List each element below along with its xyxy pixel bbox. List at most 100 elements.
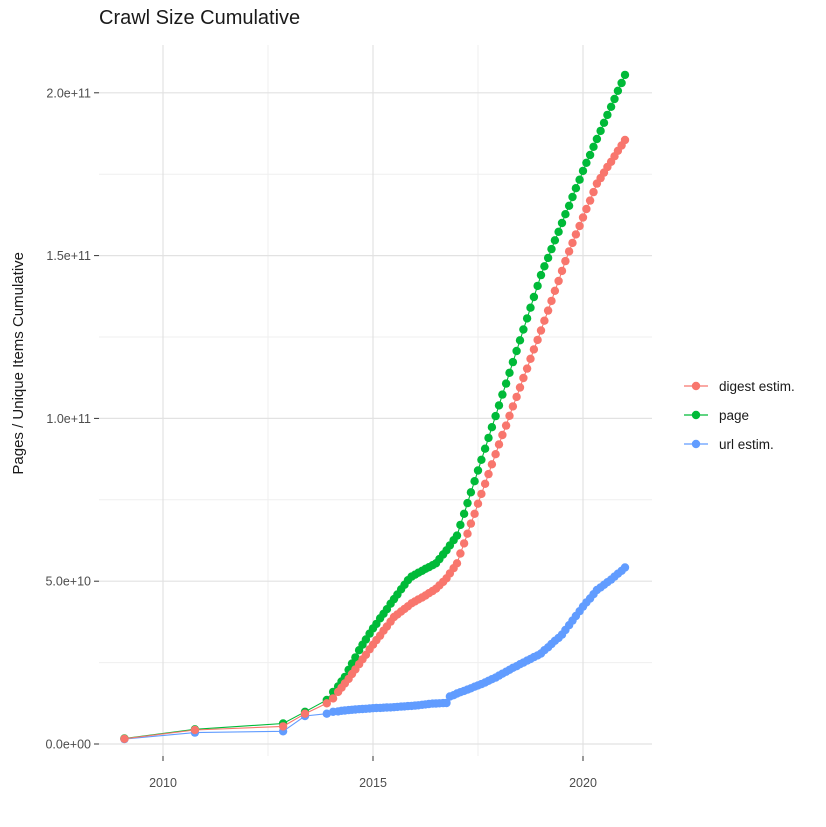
- data-point: [466, 519, 476, 528]
- data-point: [278, 722, 288, 731]
- data-point: [494, 440, 504, 449]
- data-point: [543, 306, 553, 315]
- data-point: [526, 303, 535, 312]
- data-point: [459, 539, 469, 548]
- data-point: [328, 694, 338, 703]
- data-point: [585, 196, 595, 205]
- legend-item-page: page: [683, 407, 795, 423]
- data-point: [515, 383, 525, 392]
- data-point: [190, 725, 200, 735]
- data-point: [599, 118, 609, 128]
- legend-label: page: [719, 407, 750, 423]
- data-point: [550, 236, 560, 245]
- x-tick-label: 2015: [359, 776, 387, 790]
- data-point: [547, 296, 556, 306]
- data-point: [522, 314, 532, 323]
- data-point: [561, 256, 570, 266]
- data-point: [606, 102, 616, 112]
- data-point: [536, 270, 546, 280]
- data-point: [617, 78, 626, 88]
- data-point: [501, 421, 511, 430]
- data-point: [452, 531, 462, 540]
- data-point: [529, 292, 539, 302]
- data-point: [554, 227, 563, 236]
- data-point: [120, 734, 129, 743]
- data-point: [487, 460, 497, 469]
- data-point: [456, 549, 465, 558]
- chart-title: Crawl Size Cumulative: [99, 7, 301, 29]
- data-point: [351, 653, 360, 662]
- data-point: [533, 335, 542, 345]
- data-point: [480, 479, 490, 488]
- data-point: [519, 373, 528, 383]
- data-point: [540, 316, 549, 325]
- data-point: [568, 238, 577, 248]
- data-point: [620, 563, 630, 572]
- y-tick-label: 1.0e+11: [46, 412, 91, 426]
- data-point: [512, 392, 521, 402]
- legend: digest estim. page url estim.: [683, 378, 795, 465]
- data-point: [536, 326, 546, 335]
- data-point: [484, 433, 493, 443]
- data-point: [494, 401, 504, 410]
- data-point: [487, 423, 497, 432]
- legend-key-icon: [684, 410, 708, 420]
- data-point: [522, 364, 532, 373]
- legend-item-url-estim: url estim.: [683, 436, 795, 452]
- data-point: [575, 175, 584, 184]
- data-point: [564, 247, 574, 256]
- data-point: [529, 345, 539, 354]
- legend-item-digest-estim: digest estim.: [683, 378, 795, 394]
- x-tick-label: 2020: [569, 776, 597, 790]
- legend-key-icon: [684, 439, 708, 449]
- data-point: [459, 509, 469, 518]
- data-point: [322, 709, 331, 718]
- data-point: [554, 276, 563, 286]
- data-point: [498, 430, 507, 440]
- data-point: [505, 411, 514, 420]
- data-point: [473, 499, 483, 508]
- data-point: [480, 444, 490, 453]
- data-point: [442, 698, 451, 708]
- data-point: [589, 142, 598, 151]
- series-line: [124, 567, 626, 740]
- data-point: [610, 94, 619, 104]
- data-point: [512, 346, 521, 356]
- data-point: [564, 201, 574, 210]
- data-point: [571, 184, 581, 193]
- data-point: [582, 204, 591, 214]
- data-point: [452, 559, 462, 568]
- data-point: [571, 230, 581, 239]
- data-point: [596, 126, 605, 136]
- data-point: [526, 354, 535, 363]
- x-tick-label: 2010: [149, 776, 177, 790]
- data-point: [557, 218, 567, 228]
- data-point: [533, 281, 542, 291]
- data-point: [501, 379, 511, 388]
- y-tick-label: 2.0e+11: [46, 86, 91, 100]
- data-point: [484, 469, 493, 479]
- series-url-estim: [120, 563, 630, 744]
- data-point: [603, 110, 612, 120]
- data-point: [466, 488, 476, 497]
- data-point: [498, 390, 507, 399]
- data-point: [508, 402, 518, 411]
- data-point: [543, 253, 553, 263]
- data-point: [470, 477, 479, 486]
- data-point: [456, 520, 465, 530]
- data-point: [589, 187, 598, 197]
- y-tick-label: 1.5e+11: [46, 249, 91, 263]
- data-point: [578, 213, 588, 222]
- legend-label: digest estim.: [719, 378, 795, 394]
- data-point: [491, 450, 500, 459]
- data-point: [473, 466, 483, 475]
- data-point: [491, 411, 500, 421]
- data-point: [557, 266, 567, 276]
- data-point: [613, 86, 623, 96]
- data-point: [592, 134, 602, 144]
- data-point: [620, 70, 630, 80]
- legend-key-icon: [684, 381, 708, 391]
- data-point: [540, 262, 549, 271]
